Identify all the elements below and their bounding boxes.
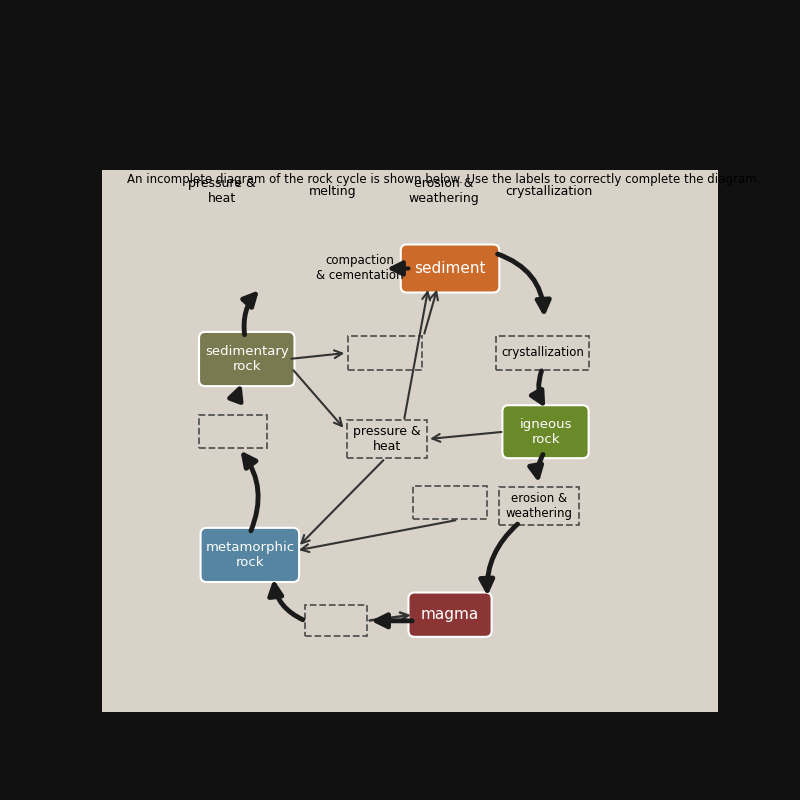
Bar [496,336,589,370]
Bar [499,486,579,525]
Bar [349,336,422,370]
Bar [346,420,426,458]
Text: crystallization: crystallization [501,346,584,359]
Text: metamorphic
rock: metamorphic rock [206,541,294,569]
Text: crystallization: crystallization [505,185,592,198]
Text: sedimentary
rock: sedimentary rock [205,345,289,373]
FancyBboxPatch shape [199,332,294,386]
Text: compaction
& cementation: compaction & cementation [316,254,403,282]
FancyBboxPatch shape [401,245,499,293]
Bar [413,486,487,519]
Bar [306,606,367,636]
Text: pressure &
heat: pressure & heat [353,425,421,453]
Text: sediment: sediment [414,261,486,276]
FancyBboxPatch shape [409,593,492,637]
FancyBboxPatch shape [102,96,718,712]
Text: magma: magma [421,607,479,622]
Text: igneous
rock: igneous rock [519,418,572,446]
Text: pressure &
heat: pressure & heat [188,178,256,206]
Text: erosion &
weathering: erosion & weathering [409,178,479,206]
Bar [199,415,267,448]
FancyBboxPatch shape [102,96,718,170]
FancyBboxPatch shape [201,528,299,582]
Text: An incomplete diagram of the rock cycle is shown below. Use the labels to correc: An incomplete diagram of the rock cycle … [126,173,760,186]
FancyBboxPatch shape [502,406,589,458]
Text: erosion &
weathering: erosion & weathering [506,492,573,520]
Text: melting: melting [309,185,357,198]
